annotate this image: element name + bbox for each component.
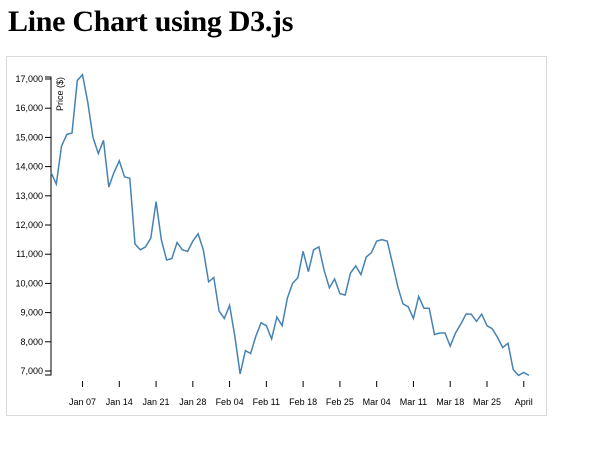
y-tick-label: 8,000 (20, 337, 43, 347)
x-tick-label: Mar 11 (400, 397, 427, 407)
y-tick-label: 11,000 (16, 249, 43, 259)
x-tick-label: Jan 14 (106, 397, 133, 407)
y-tick-label: 16,000 (15, 103, 43, 113)
x-tick-label: Mar 25 (473, 397, 501, 407)
x-tick-label: April (515, 397, 533, 407)
x-tick-label: Feb 18 (289, 397, 317, 407)
x-tick-label: Feb 25 (326, 397, 354, 407)
y-axis-line (45, 76, 52, 376)
line-chart: 7,000 8,000 9,000 10,000 11,000 12,000 13,000 1… (15, 72, 533, 407)
x-tick-label: Jan 07 (69, 397, 96, 407)
y-tick-label: 13,000 (15, 191, 43, 201)
y-tick-label: 14,000 (15, 162, 43, 172)
y-tick-label: 10,000 (15, 278, 43, 288)
y-axis-label: Price ($) (55, 77, 65, 111)
y-tick-label: 17,000 (15, 74, 43, 84)
x-tick-label: Jan 21 (143, 397, 170, 407)
series-line (50, 72, 530, 377)
x-tick-label: Feb 11 (253, 397, 280, 407)
chart-frame: 7,000 8,000 9,000 10,000 11,000 12,000 13,000 1… (6, 56, 547, 416)
x-tick-label: Mar 04 (363, 397, 391, 407)
y-tick-label: 9,000 (20, 308, 43, 318)
x-tick-label: Feb 04 (216, 397, 244, 407)
x-tick-label: Jan 28 (179, 397, 206, 407)
y-tick-label: 7,000 (20, 366, 43, 376)
page-title: Line Chart using D3.js (8, 5, 294, 38)
x-tick-label: Mar 18 (436, 397, 464, 407)
y-tick-label: 12,000 (15, 220, 43, 230)
y-tick-label: 15,000 (15, 132, 43, 142)
